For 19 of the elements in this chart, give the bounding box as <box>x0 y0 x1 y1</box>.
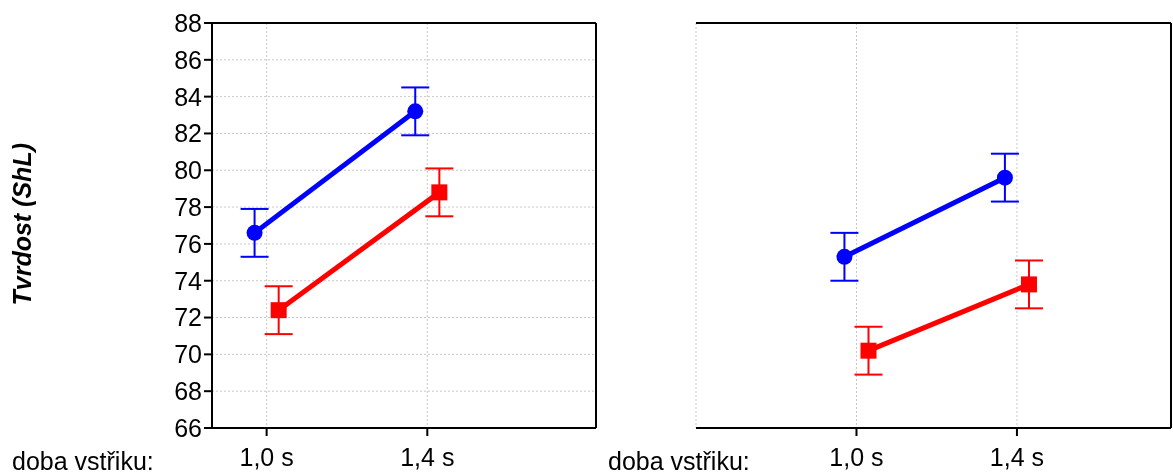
y-tick-label: 70 <box>174 340 202 369</box>
y-tick-label: 76 <box>174 229 202 258</box>
y-tick-label: 86 <box>174 45 202 74</box>
x-axis-title: doba vstřiku: <box>12 446 154 476</box>
y-tick-label: 78 <box>174 192 202 221</box>
x-axis-title: doba vstřiku: <box>608 446 750 476</box>
x-tick-label: 1,0 s <box>829 442 884 471</box>
y-tick-label: 66 <box>174 413 202 442</box>
y-tick-label: 84 <box>174 82 203 111</box>
y-tick-label: 68 <box>174 377 202 406</box>
y-tick-label: 74 <box>174 266 203 295</box>
x-tick-label: 1,0 s <box>239 442 294 471</box>
y-axis-title: Tvrdost (ShL) <box>7 143 36 306</box>
y-tick-label: 72 <box>174 303 202 332</box>
y-tick-label: 80 <box>174 156 202 185</box>
y-tick-label: 82 <box>174 119 202 148</box>
x-tick-label: 1,4 s <box>400 442 455 471</box>
y-tick-label: 88 <box>174 8 202 37</box>
x-tick-label: 1,4 s <box>989 442 1045 471</box>
